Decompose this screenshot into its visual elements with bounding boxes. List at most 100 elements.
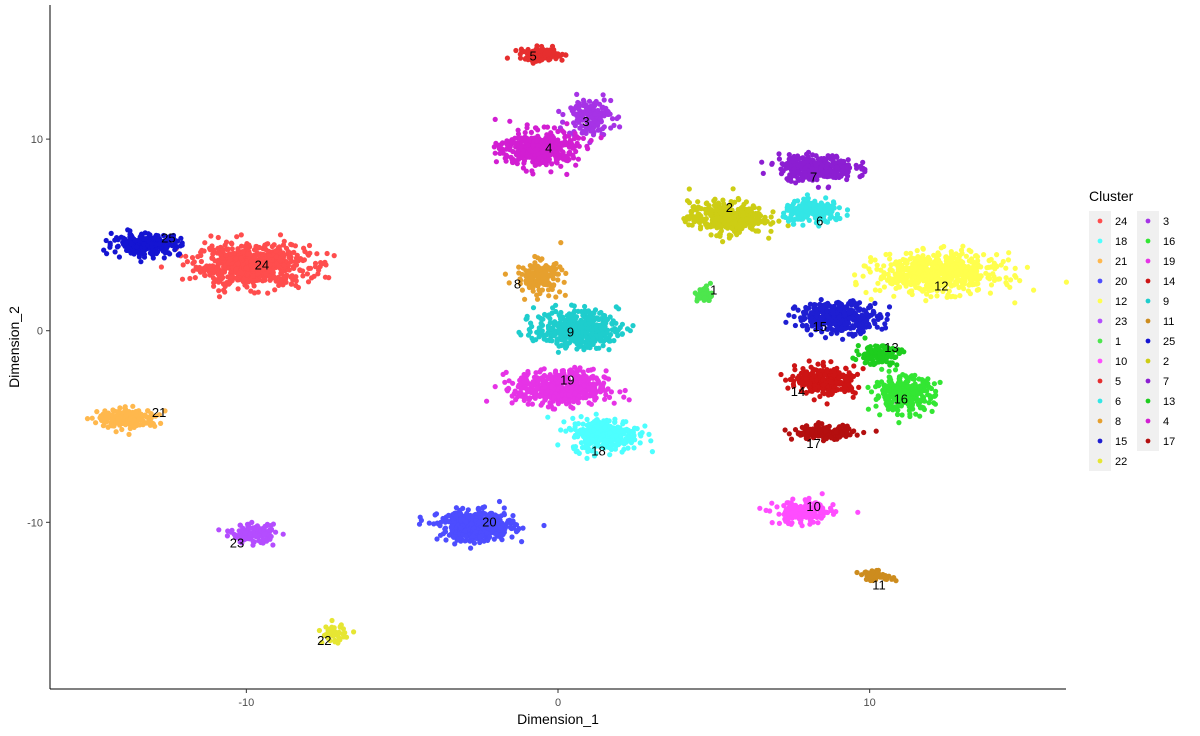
data-point: [540, 316, 546, 322]
data-point: [458, 517, 464, 523]
data-point: [292, 243, 298, 249]
data-point: [499, 146, 505, 152]
data-point: [273, 529, 279, 535]
data-point: [580, 135, 587, 141]
data-point: [123, 412, 129, 418]
data-point: [602, 375, 609, 381]
data-point: [545, 414, 551, 420]
data-point: [1017, 278, 1023, 284]
data-point: [329, 617, 335, 624]
data-point: [219, 276, 225, 282]
data-point: [519, 154, 525, 161]
data-point: [741, 218, 747, 224]
data-point: [597, 436, 604, 442]
cluster-9-points: [516, 302, 636, 355]
data-point: [566, 150, 572, 156]
data-point: [538, 332, 544, 338]
data-point: [137, 422, 143, 428]
data-point: [94, 409, 100, 415]
data-point: [228, 274, 235, 280]
data-point: [584, 455, 590, 461]
data-point: [260, 278, 266, 284]
data-point: [730, 186, 736, 192]
data-point: [752, 211, 758, 217]
data-point: [266, 253, 272, 259]
data-point: [776, 151, 782, 157]
data-point: [502, 379, 508, 385]
data-point: [267, 262, 273, 268]
data-point: [722, 214, 728, 221]
data-point: [796, 215, 802, 221]
data-point: [516, 382, 522, 388]
data-point: [686, 200, 693, 206]
cluster-22-points: [316, 617, 357, 646]
data-point: [828, 209, 834, 215]
data-point: [1003, 265, 1009, 271]
data-point: [626, 397, 632, 403]
data-point: [253, 526, 259, 532]
data-point: [110, 407, 116, 413]
data-point: [108, 230, 114, 236]
data-point: [836, 205, 843, 211]
data-point: [515, 149, 521, 155]
data-point: [179, 276, 186, 282]
data-point: [443, 537, 449, 543]
data-point: [768, 214, 774, 220]
data-point: [588, 137, 594, 144]
data-point: [514, 161, 520, 167]
data-point: [538, 367, 544, 373]
data-point: [934, 293, 940, 299]
data-point: [463, 533, 469, 539]
data-point: [449, 523, 455, 529]
data-point: [590, 381, 597, 387]
data-point: [612, 326, 618, 332]
data-point: [178, 235, 184, 241]
data-point: [564, 313, 570, 319]
data-point: [837, 215, 843, 222]
data-point: [253, 243, 259, 250]
data-point: [531, 374, 538, 380]
data-point: [548, 169, 554, 175]
data-point: [550, 406, 556, 412]
data-point: [872, 287, 879, 293]
data-point: [712, 203, 718, 209]
data-point: [804, 158, 811, 164]
data-point: [576, 106, 582, 112]
data-point: [560, 111, 566, 118]
data-point: [509, 380, 516, 386]
data-point: [469, 521, 475, 527]
data-point: [572, 421, 578, 427]
data-point: [897, 284, 903, 290]
data-point: [484, 398, 490, 404]
data-point: [562, 396, 568, 402]
data-point: [617, 324, 623, 331]
data-point: [162, 408, 168, 414]
data-point: [590, 437, 596, 443]
data-point: [202, 272, 208, 279]
data-point: [492, 150, 498, 156]
data-point: [255, 271, 261, 277]
data-point: [416, 521, 423, 527]
data-point: [104, 251, 110, 257]
data-point: [624, 326, 631, 332]
data-point: [504, 153, 510, 160]
data-point: [263, 271, 269, 277]
data-point: [248, 258, 254, 264]
data-point: [525, 401, 531, 407]
data-point: [779, 168, 785, 174]
data-point: [554, 271, 560, 277]
data-point: [701, 295, 708, 301]
data-point: [113, 429, 119, 435]
data-point: [305, 279, 312, 285]
data-point: [825, 154, 832, 160]
data-point: [542, 158, 548, 164]
data-point: [552, 153, 559, 159]
data-point: [492, 384, 498, 390]
data-point: [720, 197, 726, 203]
data-point: [598, 135, 604, 141]
data-point: [1006, 250, 1012, 256]
data-point: [229, 527, 235, 533]
data-point: [602, 437, 609, 444]
data-point: [269, 243, 275, 250]
data-point: [539, 400, 546, 406]
